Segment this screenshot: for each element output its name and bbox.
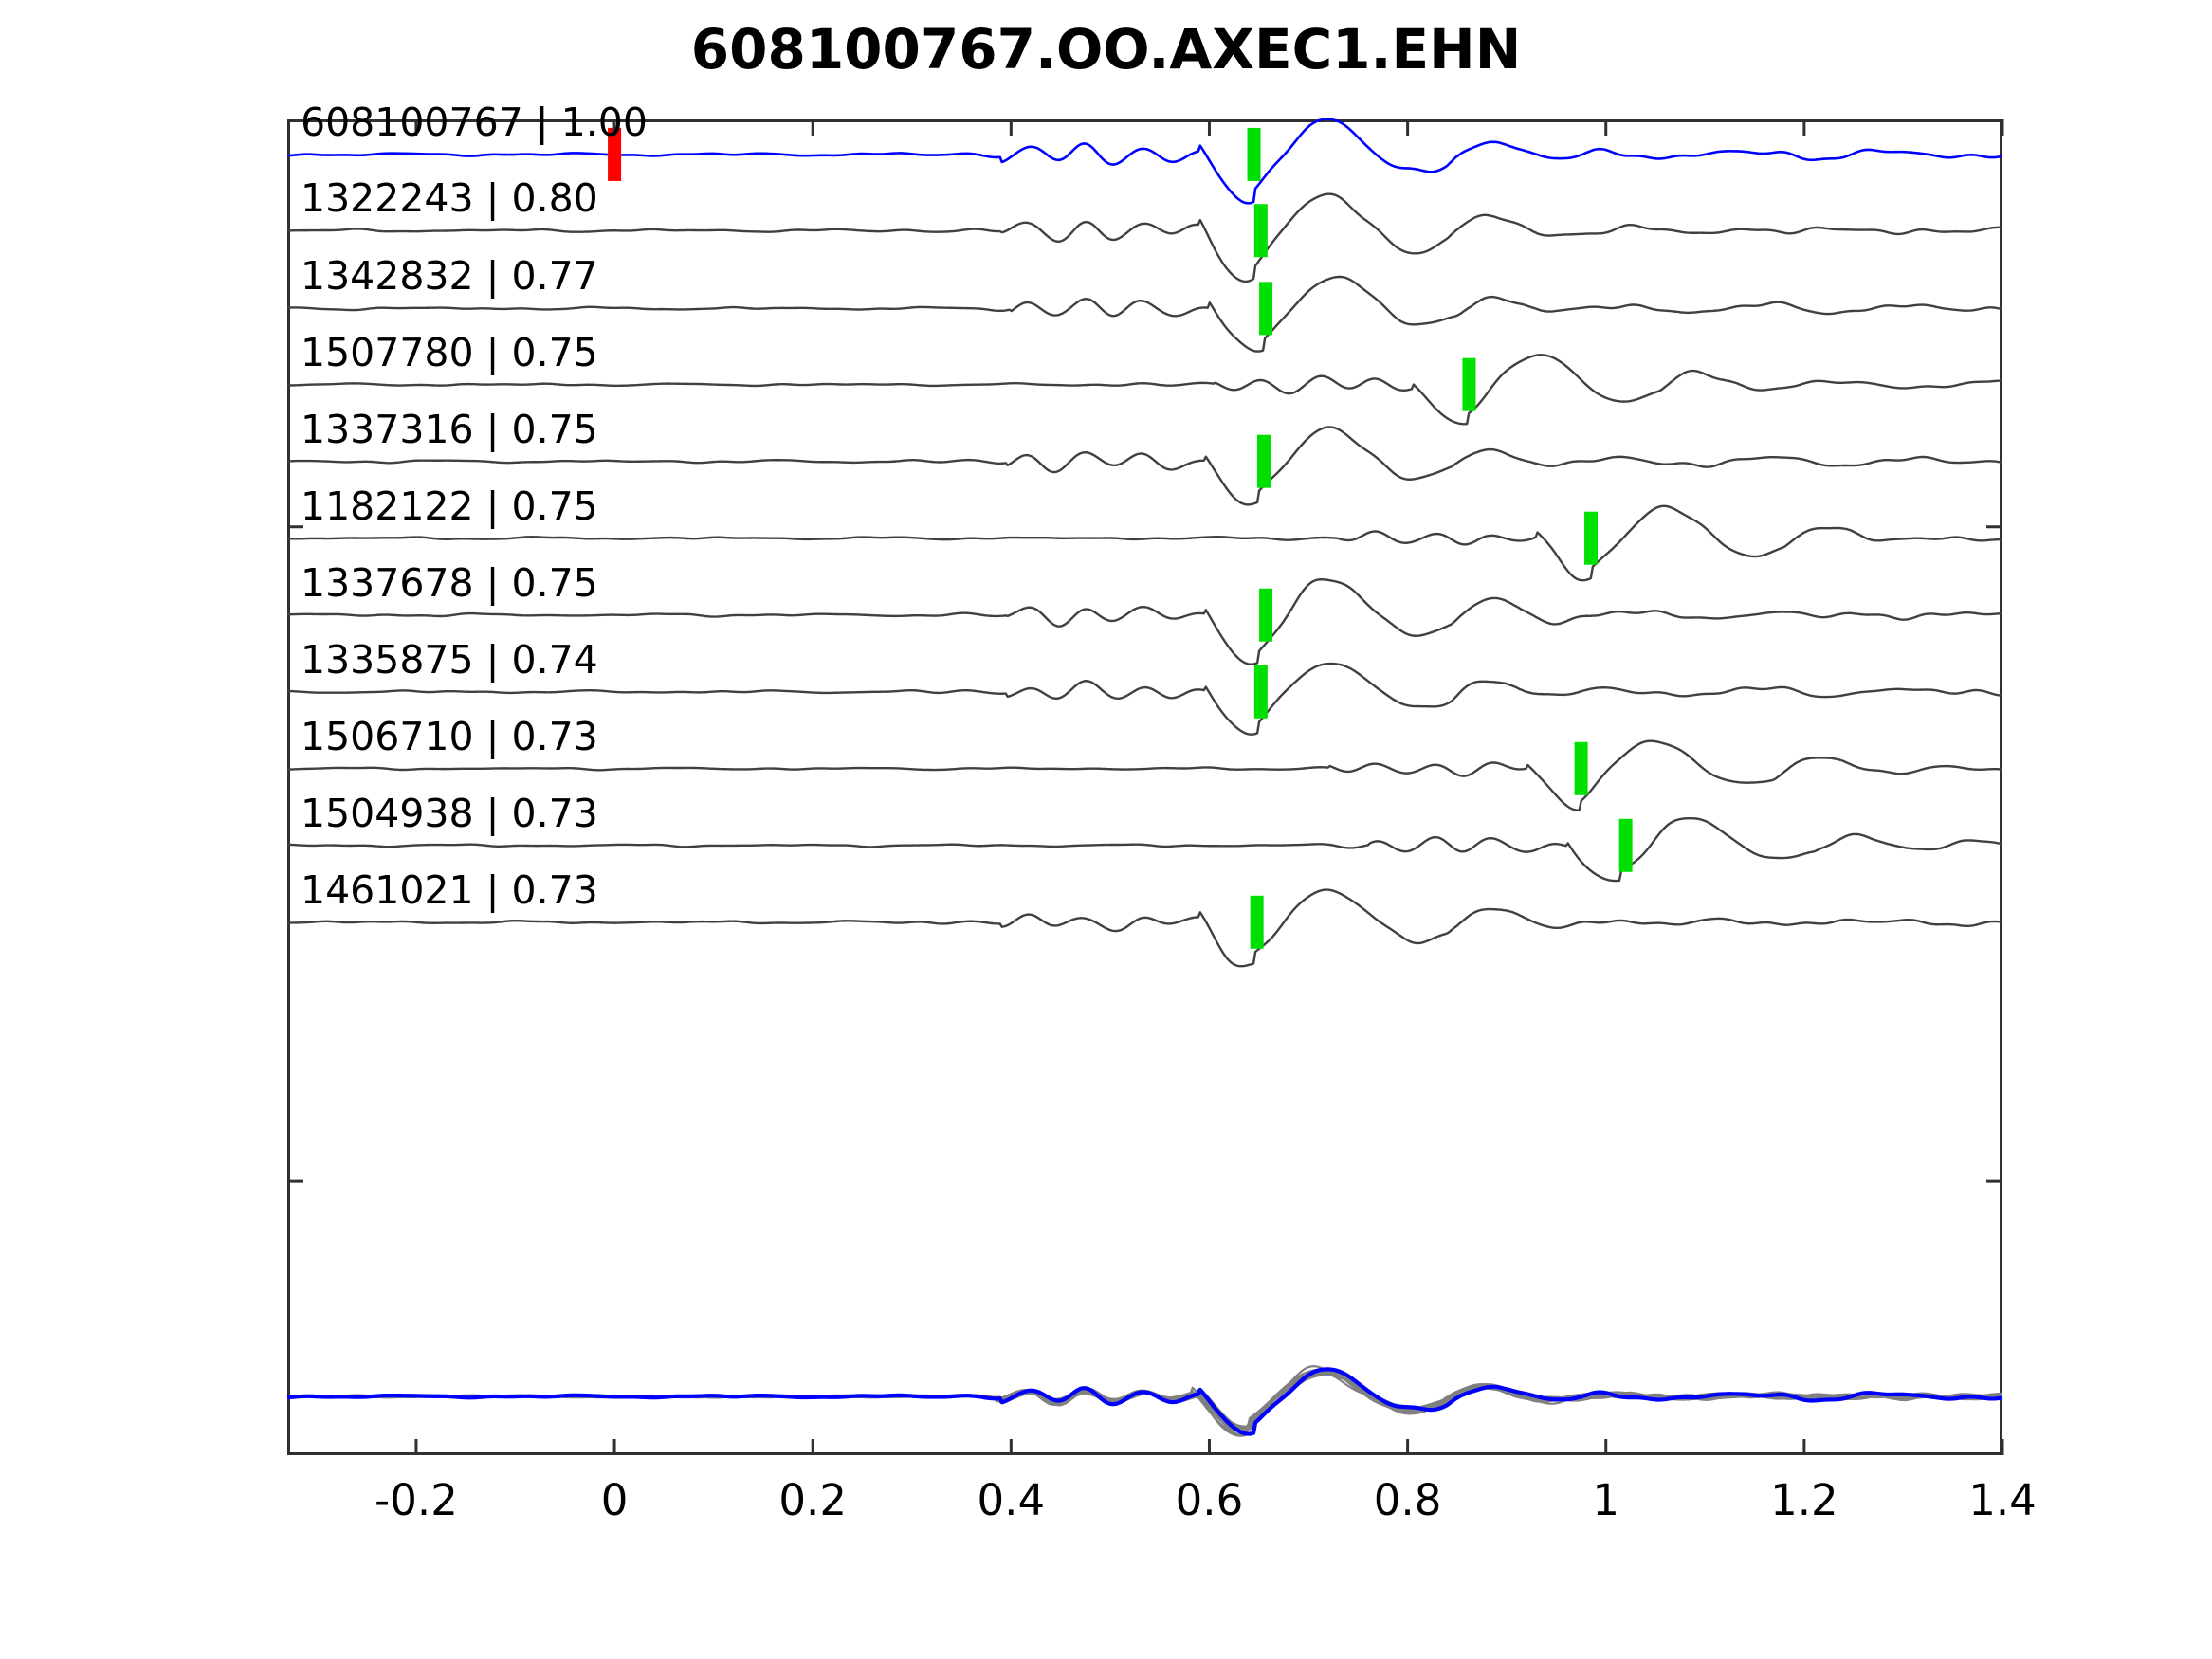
detection-pick-marker — [1250, 895, 1264, 949]
event-waveform-path — [286, 504, 2003, 582]
detection-pick-marker — [1256, 434, 1271, 488]
stack-template-path — [286, 1367, 2003, 1436]
trace-label: 1461021 | 0.73 — [301, 866, 598, 913]
x-tick-label: 0.6 — [1175, 1475, 1244, 1525]
trace-label: 1335875 | 0.74 — [301, 636, 598, 683]
detection-pick-marker — [1618, 818, 1633, 872]
detection-pick-marker — [1584, 511, 1599, 565]
event-waveform-path — [286, 192, 2002, 283]
stack-overlay-panel — [286, 1365, 2003, 1437]
waveform-trace — [286, 816, 2003, 883]
plot-frame — [287, 119, 2002, 1455]
plot-area: 608100767 | 1.00 1322243 | 0.80 1342832 | … — [286, 100, 2004, 1455]
event-waveform-path — [286, 816, 2003, 883]
detection-pick-marker — [1574, 741, 1588, 795]
x-axis-tick-labels: -0.2 0 0.2 0.4 0.6 0.8 1 1.2 1.4 — [287, 1475, 2037, 1541]
waveform-trace — [286, 888, 2003, 968]
trace-label: 1342832 | 0.77 — [301, 253, 598, 300]
template-waveform-path — [286, 118, 2003, 205]
event-waveform-path — [286, 426, 2003, 506]
detection-pick-marker — [1247, 127, 1261, 181]
x-tick-label: 0 — [600, 1475, 629, 1525]
waveform-trace — [286, 578, 2003, 665]
trace-label: 1504938 | 0.73 — [301, 790, 598, 836]
x-tick-label: -0.2 — [375, 1475, 458, 1525]
detection-pick-marker — [1259, 282, 1273, 336]
waveform-trace — [286, 739, 2003, 811]
trace-label: 608100767 | 1.00 — [301, 99, 648, 145]
x-tick-label: 1.4 — [1968, 1475, 2037, 1525]
axis-tick-layer — [287, 119, 2004, 1455]
x-tick-label: 1.2 — [1770, 1475, 1838, 1525]
waveform-trace — [286, 192, 2002, 283]
trace-label: 1337678 | 0.75 — [301, 559, 598, 606]
event-waveform-path — [286, 888, 2003, 968]
event-waveform-path — [286, 275, 2003, 353]
trace-label: 1322243 | 0.80 — [301, 175, 598, 222]
page-title: 608100767.OO.AXEC1.EHN — [690, 17, 1522, 82]
waveform-trace — [286, 662, 2003, 736]
reference-pick-marker — [608, 127, 622, 181]
detection-pick-marker — [1462, 357, 1476, 411]
waveform-trace — [286, 275, 2003, 353]
trace-label: 1337316 | 0.75 — [301, 406, 598, 452]
x-tick-label: 0.2 — [778, 1475, 847, 1525]
event-waveform-path — [286, 662, 2003, 736]
waveform-layer — [286, 118, 2003, 1437]
waveform-trace — [286, 504, 2003, 582]
waveform-trace — [286, 354, 2003, 426]
trace-label: 1507780 | 0.75 — [301, 329, 598, 375]
detection-pick-marker — [1253, 204, 1268, 258]
x-tick-label: 0.8 — [1373, 1475, 1442, 1525]
event-waveform-path — [286, 354, 2003, 426]
detection-pick-marker — [1253, 665, 1268, 719]
x-tick-label: 0.4 — [977, 1475, 1046, 1525]
waveform-trace — [286, 426, 2003, 506]
trace-label: 1182122 | 0.75 — [301, 483, 598, 529]
detection-pick-marker — [1259, 588, 1273, 642]
event-waveform-path — [286, 739, 2003, 811]
waveform-trace — [286, 118, 2003, 205]
trace-label: 1506710 | 0.73 — [301, 713, 598, 759]
x-tick-label: 1 — [1592, 1475, 1620, 1525]
event-waveform-path — [286, 578, 2003, 665]
